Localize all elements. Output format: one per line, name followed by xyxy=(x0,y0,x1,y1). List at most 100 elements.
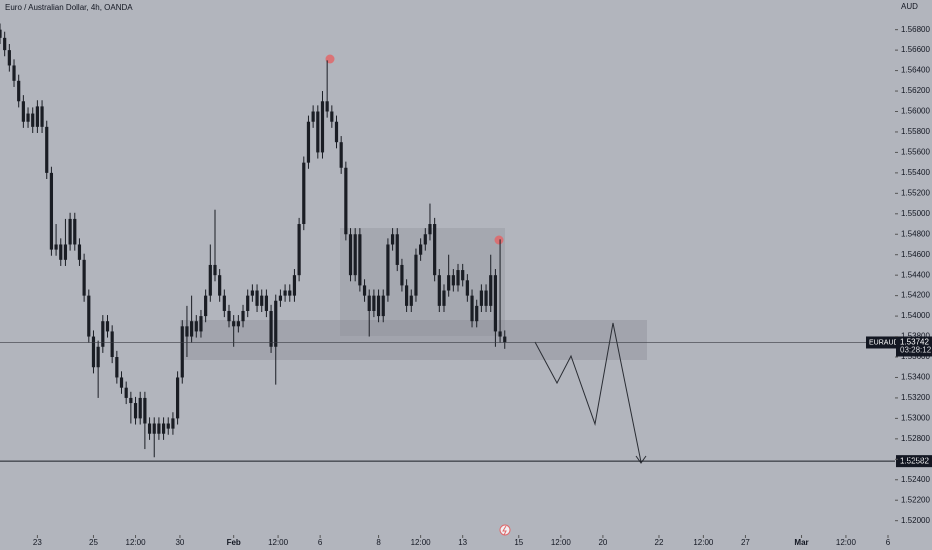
candle-body xyxy=(236,321,240,327)
candle-body xyxy=(475,305,479,322)
candle-body xyxy=(147,423,152,434)
candle-body xyxy=(218,275,222,296)
candle-body xyxy=(447,275,451,291)
y-tick-label: 1.52600 xyxy=(901,454,930,463)
candle-body xyxy=(138,397,142,419)
candle-body xyxy=(208,264,212,296)
candle-body xyxy=(185,326,189,337)
price-label: 1.53742 xyxy=(900,338,929,347)
candle-body xyxy=(26,113,30,122)
event-icon[interactable] xyxy=(499,524,511,536)
candle-body xyxy=(353,234,357,276)
y-tick-label: 1.52800 xyxy=(901,434,930,443)
candle-body xyxy=(376,295,381,317)
y-tick-label: 1.55200 xyxy=(901,188,930,197)
x-tick-label: 12:00 xyxy=(268,538,289,547)
candle-body xyxy=(77,244,82,260)
candle-body xyxy=(133,403,138,419)
x-tick-label: 12:00 xyxy=(126,538,147,547)
candle-body xyxy=(437,275,441,306)
candle-body xyxy=(241,310,245,322)
candle-body xyxy=(292,275,297,296)
candle-body xyxy=(101,321,105,347)
y-tick-label: 1.55800 xyxy=(901,127,930,136)
candle-body xyxy=(465,280,469,296)
candle-body xyxy=(227,310,231,322)
y-tick-label: 1.56600 xyxy=(901,45,930,54)
x-tick-label: 6 xyxy=(318,538,323,547)
candle-body xyxy=(232,321,236,327)
candle-body xyxy=(105,321,110,332)
candle-body xyxy=(91,336,96,368)
y-tick-label: 1.54200 xyxy=(901,291,930,300)
candle-body xyxy=(68,218,72,245)
candle-body xyxy=(17,80,21,102)
candle-body xyxy=(367,295,371,311)
candle-body xyxy=(451,275,455,286)
candle-body xyxy=(40,106,44,127)
y-tick-label: 1.56000 xyxy=(901,107,930,116)
level-label-box xyxy=(896,455,932,468)
y-tick-label: 1.53800 xyxy=(901,332,930,341)
candle-body xyxy=(278,295,283,301)
y-tick-label: 1.54600 xyxy=(901,250,930,259)
candle-body xyxy=(320,101,325,153)
y-tick-label: 1.55400 xyxy=(901,168,930,177)
candle-body xyxy=(222,295,226,311)
candle-body xyxy=(306,121,311,163)
candle-body xyxy=(414,254,418,296)
candle-body xyxy=(255,290,259,306)
x-tick-label: 27 xyxy=(741,538,750,547)
candle-body xyxy=(152,423,156,434)
candle-body xyxy=(21,101,25,122)
candles xyxy=(0,23,507,458)
candle-body xyxy=(358,234,362,286)
candle-body xyxy=(157,423,161,434)
candle-body xyxy=(334,121,339,143)
candle-body xyxy=(194,321,198,332)
candle-body xyxy=(129,397,133,404)
candle-body xyxy=(311,111,315,122)
candle-body xyxy=(87,295,91,337)
candle-body xyxy=(330,111,334,122)
y-tick-label: 1.55600 xyxy=(901,148,930,157)
level-label: 1.52582 xyxy=(900,456,929,465)
x-tick-label: 23 xyxy=(33,538,42,547)
signal-dot xyxy=(325,54,335,64)
candle-body xyxy=(428,224,432,235)
y-tick-label: 1.56800 xyxy=(901,25,930,34)
candle-body xyxy=(498,331,502,337)
candle-body xyxy=(381,295,385,317)
candle-body xyxy=(419,244,423,255)
chart-title: Euro / Australian Dollar, 4h, OANDA xyxy=(5,3,133,12)
y-tick-label: 1.53000 xyxy=(901,413,930,422)
candle-body xyxy=(325,101,329,112)
candle-body xyxy=(115,357,119,378)
candle-body xyxy=(190,321,194,337)
projection-arrowhead xyxy=(635,455,647,464)
candle-body xyxy=(166,423,170,429)
y-tick-label: 1.53600 xyxy=(901,352,930,361)
candle-body xyxy=(362,285,367,296)
candle-body xyxy=(35,106,39,127)
y-tick-label: 1.52200 xyxy=(901,495,930,504)
candle-body xyxy=(503,336,507,343)
candle-body xyxy=(246,295,250,311)
candle-body xyxy=(82,259,86,296)
candle-body xyxy=(175,377,180,419)
candle-body xyxy=(479,290,483,306)
candle-body xyxy=(339,142,343,168)
candle-body xyxy=(461,270,465,281)
candle-body xyxy=(63,244,68,260)
candle-body xyxy=(442,290,446,306)
x-tick-label: 25 xyxy=(89,538,98,547)
candle-body xyxy=(493,275,498,332)
x-tick-label: 13 xyxy=(458,538,467,547)
x-tick-label: 30 xyxy=(175,538,184,547)
candle-body xyxy=(283,290,287,296)
candle-body xyxy=(73,218,77,245)
